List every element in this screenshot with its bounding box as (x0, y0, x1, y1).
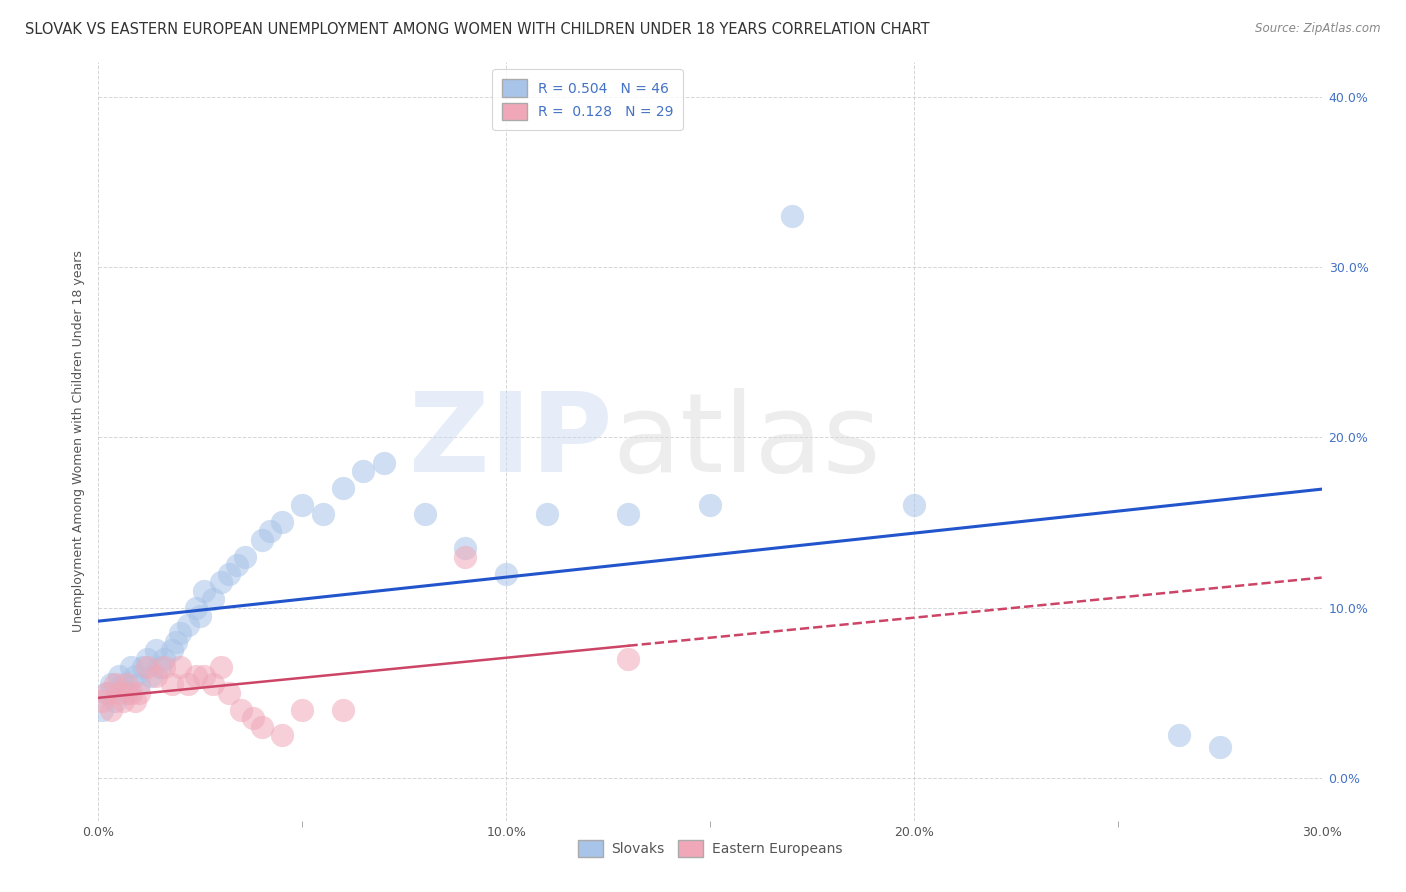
Point (699, 499, 721, 513)
Point (186, 600, 208, 615)
Point (291, 703, 314, 717)
Point (108, 669, 131, 683)
Point (332, 482, 354, 496)
Point (352, 464, 374, 478)
Point (291, 499, 314, 513)
Point (270, 516, 294, 530)
Point (250, 720, 273, 734)
Point (209, 660, 232, 674)
Point (201, 677, 224, 691)
Point (128, 686, 150, 700)
Point (132, 660, 155, 674)
Point (373, 456, 395, 470)
Point (152, 660, 174, 674)
Y-axis label: Unemployment Among Women with Children Under 18 years: Unemployment Among Women with Children U… (72, 251, 86, 632)
Point (145, 643, 167, 657)
Point (226, 558, 249, 572)
Point (617, 652, 640, 666)
Point (454, 549, 477, 564)
Point (120, 660, 142, 674)
Point (111, 694, 134, 708)
Point (104, 677, 127, 691)
Point (454, 541, 477, 555)
Point (141, 669, 163, 683)
Point (903, 499, 925, 513)
Point (177, 677, 200, 691)
Point (209, 575, 232, 590)
Point (165, 634, 187, 648)
Point (149, 660, 172, 674)
Point (332, 703, 354, 717)
Point (152, 652, 174, 666)
Point (128, 677, 150, 691)
Text: ZIP: ZIP (409, 388, 612, 495)
Point (413, 507, 436, 521)
Point (780, 209, 803, 223)
Text: Source: ZipAtlas.com: Source: ZipAtlas.com (1256, 22, 1381, 36)
Text: atlas: atlas (612, 388, 880, 495)
Point (96, 686, 118, 700)
Point (495, 566, 517, 581)
Point (91, 703, 114, 717)
Point (124, 694, 146, 708)
Point (186, 669, 208, 683)
Point (1209, 740, 1232, 755)
Point (100, 677, 122, 691)
Point (188, 609, 212, 624)
Point (201, 592, 224, 607)
Point (160, 643, 183, 657)
Point (193, 583, 215, 598)
Point (115, 686, 138, 700)
Point (218, 566, 240, 581)
Point (100, 703, 122, 717)
Point (536, 507, 558, 521)
Point (617, 507, 640, 521)
Point (242, 711, 264, 725)
Point (218, 686, 240, 700)
Point (108, 686, 131, 700)
Point (169, 660, 191, 674)
Point (104, 694, 127, 708)
Point (193, 669, 215, 683)
Point (312, 507, 335, 521)
Point (91, 694, 114, 708)
Point (160, 677, 183, 691)
Point (270, 728, 294, 742)
Point (145, 669, 167, 683)
Point (96, 686, 118, 700)
Point (120, 686, 142, 700)
Point (233, 549, 256, 564)
Point (136, 652, 159, 666)
Point (111, 677, 134, 691)
Point (1167, 728, 1189, 742)
Point (136, 660, 159, 674)
Point (115, 677, 138, 691)
Point (124, 669, 146, 683)
Point (259, 524, 281, 538)
Text: SLOVAK VS EASTERN EUROPEAN UNEMPLOYMENT AMONG WOMEN WITH CHILDREN UNDER 18 YEARS: SLOVAK VS EASTERN EUROPEAN UNEMPLOYMENT … (25, 22, 929, 37)
Point (177, 617, 200, 632)
Point (250, 533, 273, 547)
Point (231, 703, 253, 717)
Point (169, 626, 191, 640)
Legend: Slovaks, Eastern Europeans: Slovaks, Eastern Europeans (572, 834, 848, 863)
